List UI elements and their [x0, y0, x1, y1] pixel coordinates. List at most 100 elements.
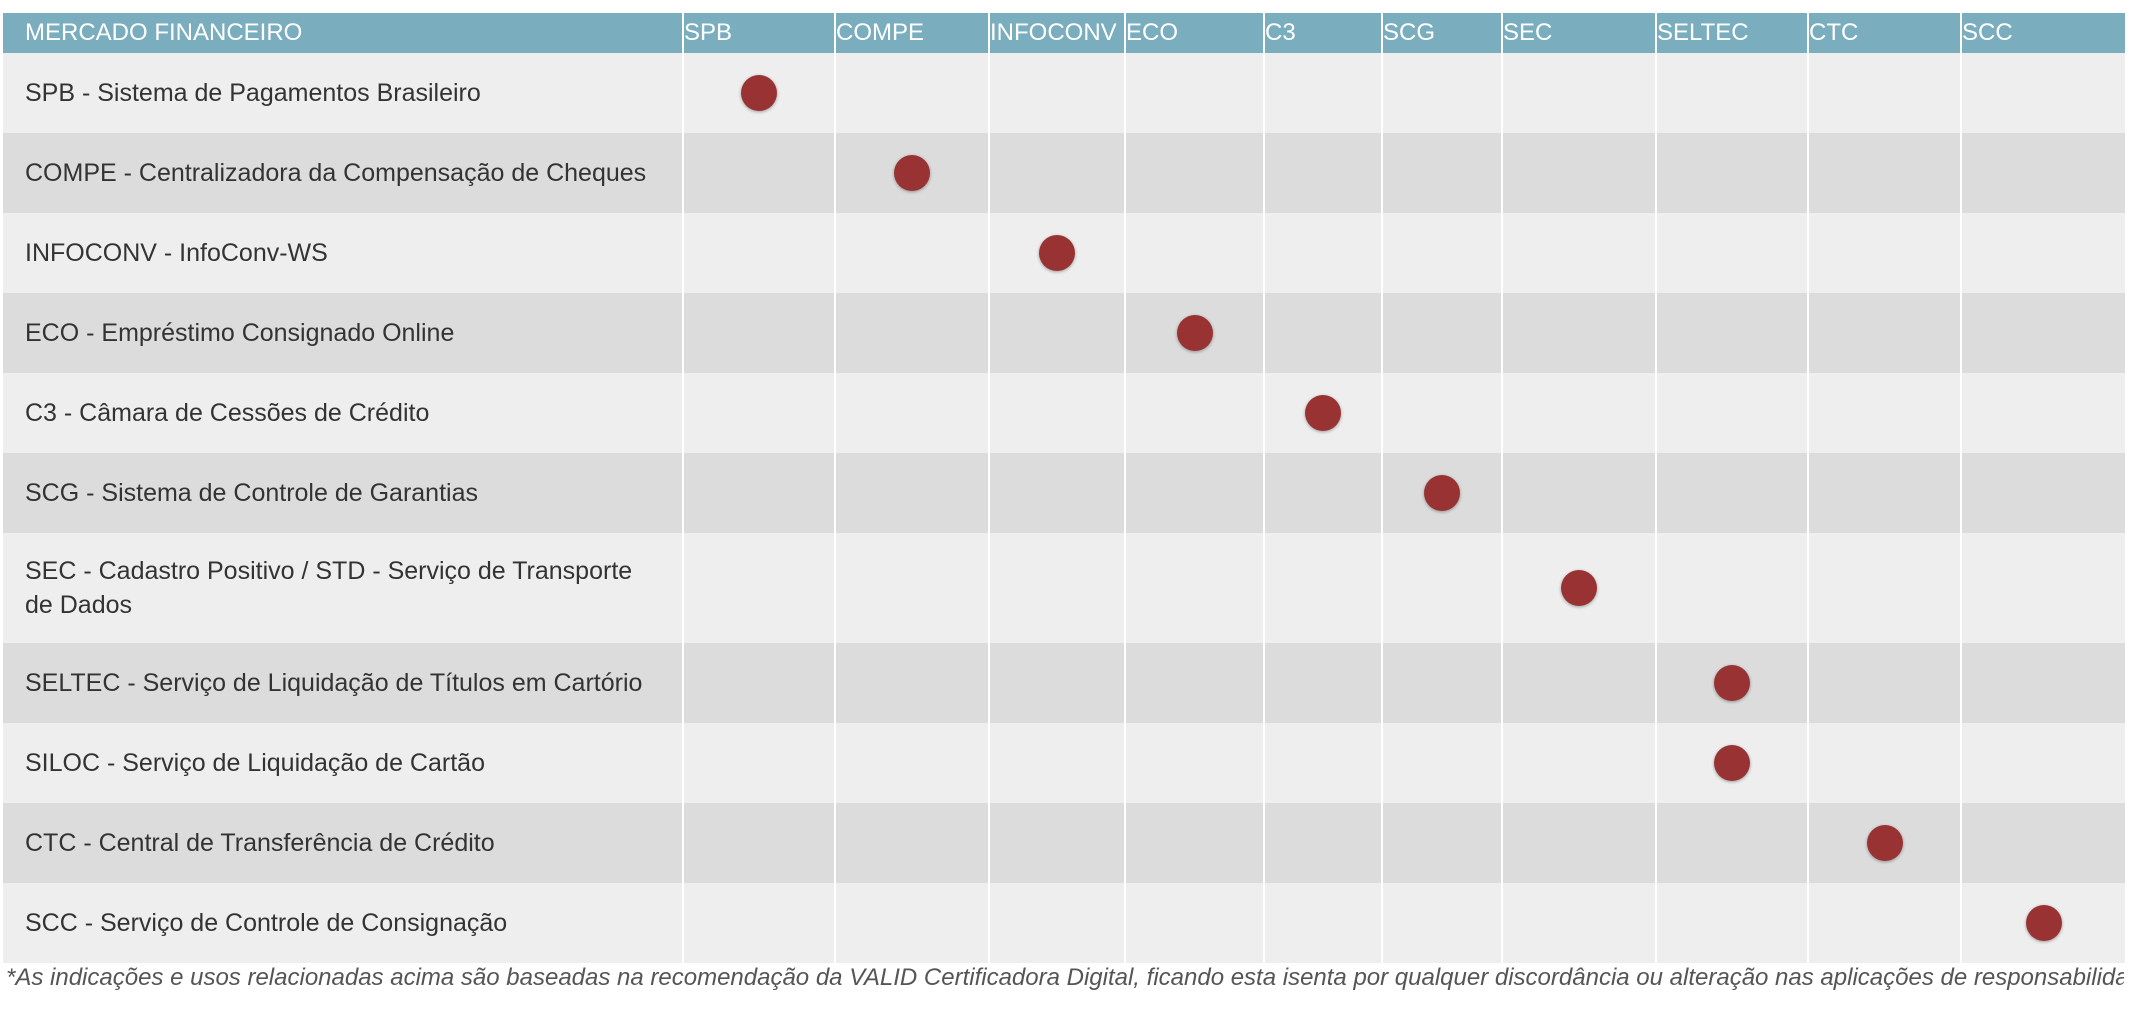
- matrix-cell-spb: [683, 453, 836, 533]
- table-row: SEC - Cadastro Positivo / STD - Serviço …: [3, 533, 2125, 643]
- matrix-cell-spb: [683, 133, 836, 213]
- matrix-cell-sec: [1502, 293, 1657, 373]
- row-label: SELTEC - Serviço de Liquidação de Título…: [3, 643, 684, 723]
- matrix-cell-scc: [1961, 643, 2125, 723]
- matrix-cell-ctc: [1808, 293, 1962, 373]
- row-label: SILOC - Serviço de Liquidação de Cartão: [3, 723, 684, 803]
- filled-circle-icon: [1424, 475, 1460, 511]
- matrix-cell-spb: [683, 723, 836, 803]
- table-row: SPB - Sistema de Pagamentos Brasileiro: [3, 53, 2125, 133]
- matrix-cell-scg: [1382, 723, 1503, 803]
- matrix-cell-sec: [1502, 643, 1657, 723]
- matrix-cell-c3: [1264, 453, 1383, 533]
- matrix-cell-infoconv: [989, 803, 1126, 883]
- matrix-cell-sec: [1502, 213, 1657, 293]
- matrix-cell-eco: [1125, 293, 1265, 373]
- matrix-cell-ctc: [1808, 723, 1962, 803]
- table-row: ECO - Empréstimo Consignado Online: [3, 293, 2125, 373]
- matrix-cell-scc: [1961, 533, 2125, 643]
- matrix-cell-seltec: [1656, 803, 1809, 883]
- row-label: SPB - Sistema de Pagamentos Brasileiro: [3, 53, 684, 133]
- matrix-cell-compe: [835, 373, 990, 453]
- matrix-cell-seltec: [1656, 213, 1809, 293]
- matrix-cell-seltec: [1656, 293, 1809, 373]
- matrix-cell-eco: [1125, 453, 1265, 533]
- header-mercado-financeiro: MERCADO FINANCEIRO: [3, 13, 684, 53]
- matrix-cell-c3: [1264, 133, 1383, 213]
- header-column-c3: C3: [1264, 13, 1383, 53]
- matrix-cell-c3: [1264, 803, 1383, 883]
- matrix-cell-spb: [683, 213, 836, 293]
- header-column-ctc: CTC: [1808, 13, 1962, 53]
- matrix-cell-scc: [1961, 133, 2125, 213]
- matrix-cell-scc: [1961, 803, 2125, 883]
- matrix-cell-spb: [683, 293, 836, 373]
- matrix-cell-compe: [835, 53, 990, 133]
- filled-circle-icon: [2025, 905, 2062, 941]
- matrix-cell-seltec: [1656, 723, 1809, 803]
- matrix-cell-seltec: [1656, 453, 1809, 533]
- matrix-cell-ctc: [1808, 883, 1962, 963]
- matrix-cell-eco: [1125, 883, 1265, 963]
- matrix-cell-compe: [835, 133, 990, 213]
- matrix-cell-c3: [1264, 53, 1383, 133]
- matrix-cell-infoconv: [989, 53, 1126, 133]
- matrix-cell-c3: [1264, 373, 1383, 453]
- matrix-cell-scc: [1961, 53, 2125, 133]
- matrix-cell-infoconv: [989, 533, 1126, 643]
- matrix-cell-scc: [1961, 883, 2125, 963]
- matrix-cell-ctc: [1808, 213, 1962, 293]
- matrix-cell-eco: [1125, 373, 1265, 453]
- table-row: INFOCONV - InfoConv-WS: [3, 213, 2125, 293]
- matrix-cell-ctc: [1808, 133, 1962, 213]
- matrix-cell-infoconv: [989, 453, 1126, 533]
- filled-circle-icon: [1176, 315, 1213, 351]
- matrix-cell-seltec: [1656, 883, 1809, 963]
- matrix-cell-scg: [1382, 293, 1503, 373]
- matrix-cell-scc: [1961, 453, 2125, 533]
- matrix-cell-scg: [1382, 883, 1503, 963]
- row-label: INFOCONV - InfoConv-WS: [3, 213, 684, 293]
- matrix-cell-infoconv: [989, 643, 1126, 723]
- matrix-cell-seltec: [1656, 133, 1809, 213]
- matrix-cell-ctc: [1808, 533, 1962, 643]
- matrix-cell-sec: [1502, 53, 1657, 133]
- header-column-seltec: SELTEC: [1656, 13, 1809, 53]
- header-column-spb: SPB: [683, 13, 836, 53]
- table-row: SILOC - Serviço de Liquidação de Cartão: [3, 723, 2125, 803]
- matrix-cell-scg: [1382, 373, 1503, 453]
- matrix-cell-scg: [1382, 803, 1503, 883]
- matrix-cell-scg: [1382, 53, 1503, 133]
- row-label: SCG - Sistema de Controle de Garantias: [3, 453, 684, 533]
- row-label: SCC - Serviço de Controle de Consignação: [3, 883, 684, 963]
- matrix-cell-ctc: [1808, 643, 1962, 723]
- matrix-cell-compe: [835, 643, 990, 723]
- filled-circle-icon: [1714, 665, 1750, 701]
- matrix-cell-scc: [1961, 213, 2125, 293]
- matrix-cell-c3: [1264, 533, 1383, 643]
- filled-circle-icon: [741, 75, 777, 111]
- matrix-cell-compe: [835, 883, 990, 963]
- table-row: SCC - Serviço de Controle de Consignação: [3, 883, 2125, 963]
- filled-circle-icon: [1714, 745, 1750, 781]
- filled-circle-icon: [1561, 570, 1597, 606]
- matrix-cell-c3: [1264, 293, 1383, 373]
- matrix-cell-infoconv: [989, 373, 1126, 453]
- matrix-body: SPB - Sistema de Pagamentos Brasileiro CO…: [3, 53, 2125, 963]
- matrix-cell-sec: [1502, 133, 1657, 213]
- table-row: C3 - Câmara de Cessões de Crédito: [3, 373, 2125, 453]
- header-column-compe: COMPE: [835, 13, 990, 53]
- matrix-cell-scc: [1961, 723, 2125, 803]
- table-row: SELTEC - Serviço de Liquidação de Título…: [3, 643, 2125, 723]
- matrix-cell-c3: [1264, 643, 1383, 723]
- matrix-cell-infoconv: [989, 883, 1126, 963]
- header-row: MERCADO FINANCEIRO SPB COMPE INFOCONV EC…: [3, 13, 2125, 53]
- matrix-cell-spb: [683, 53, 836, 133]
- header-column-sec: SEC: [1502, 13, 1657, 53]
- matrix-cell-spb: [683, 533, 836, 643]
- filled-circle-icon: [1305, 395, 1341, 431]
- matrix-cell-compe: [835, 533, 990, 643]
- matrix-cell-scg: [1382, 643, 1503, 723]
- compatibility-matrix: MERCADO FINANCEIRO SPB COMPE INFOCONV EC…: [3, 13, 2125, 963]
- matrix-cell-ctc: [1808, 53, 1962, 133]
